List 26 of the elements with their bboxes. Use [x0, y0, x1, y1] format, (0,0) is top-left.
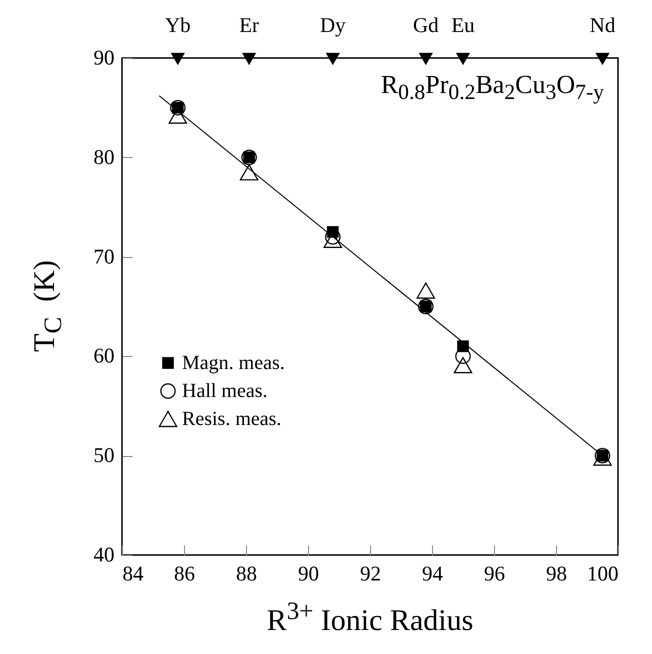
legend-label: Magn. meas. [182, 352, 285, 374]
y-tick-label: 70 [94, 244, 114, 268]
annotation: Gd [412, 13, 440, 37]
x-tick-label: 98 [546, 562, 567, 586]
annotation: Dy [320, 13, 346, 37]
y-tick-label: 80 [94, 144, 114, 169]
x-tick-label: 92 [360, 562, 381, 586]
legend-label: Hall meas. [182, 380, 268, 402]
annotation: Yb [164, 13, 191, 37]
y-tick-label: 50 [94, 443, 114, 468]
annotation: Nd [590, 13, 616, 37]
x-tick-label: 90 [298, 562, 319, 586]
y-tick-label: 90 [94, 46, 114, 70]
x-tick-label: 86 [174, 562, 195, 586]
x-tick-label: 88 [236, 562, 257, 586]
x-tick-label: 84 [122, 562, 144, 586]
x-tick-label: 100 [587, 562, 618, 586]
y-tick-label: 40 [94, 542, 114, 566]
x-tick-label: 96 [484, 562, 505, 586]
legend-label: Resis. meas. [182, 408, 282, 430]
annotation: Eu [451, 13, 476, 37]
y-tick-label: 60 [94, 344, 114, 368]
text: R$_{0.8}$Pr$_{0.2}$Ba$_{2}$Cu$_{3}$O$_{7-y}$ [380, 70, 604, 104]
x-tick-label: 94 [422, 562, 444, 586]
annotation: Er [239, 13, 260, 37]
x-axis-title: R$^{3+}$ Ionic Radius [266, 598, 474, 638]
